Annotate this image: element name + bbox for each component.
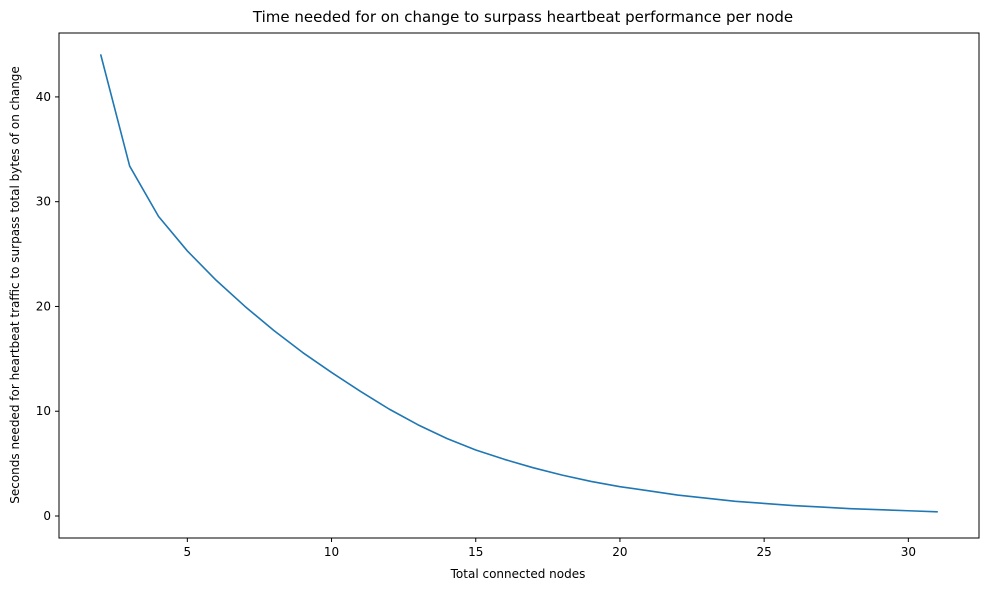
series-group bbox=[100, 54, 938, 513]
x-tick-label: 30 bbox=[901, 545, 916, 559]
chart-title: Time needed for on change to surpass hea… bbox=[252, 8, 793, 26]
y-axis-label: Seconds needed for heartbeat traffic to … bbox=[8, 66, 22, 504]
x-axis: 5 10 15 20 25 30 bbox=[184, 538, 916, 559]
plot-frame bbox=[58, 32, 980, 539]
y-tick-label: 10 bbox=[36, 404, 51, 418]
x-axis-label: Total connected nodes bbox=[450, 567, 586, 581]
x-tick-label: 10 bbox=[324, 545, 339, 559]
y-tick-label: 40 bbox=[36, 90, 51, 104]
y-tick-label: 20 bbox=[36, 299, 51, 313]
y-tick-label: 30 bbox=[36, 195, 51, 209]
x-tick-label: 25 bbox=[757, 545, 772, 559]
series-line bbox=[100, 54, 938, 513]
x-tick-label: 20 bbox=[612, 545, 627, 559]
x-tick-label: 5 bbox=[184, 545, 192, 559]
x-tick-label: 15 bbox=[468, 545, 483, 559]
y-tick-label: 0 bbox=[43, 509, 51, 523]
plot-area: 5 10 15 20 25 30 0 10 20 30 40 bbox=[36, 32, 980, 559]
y-axis: 0 10 20 30 40 bbox=[36, 90, 59, 523]
